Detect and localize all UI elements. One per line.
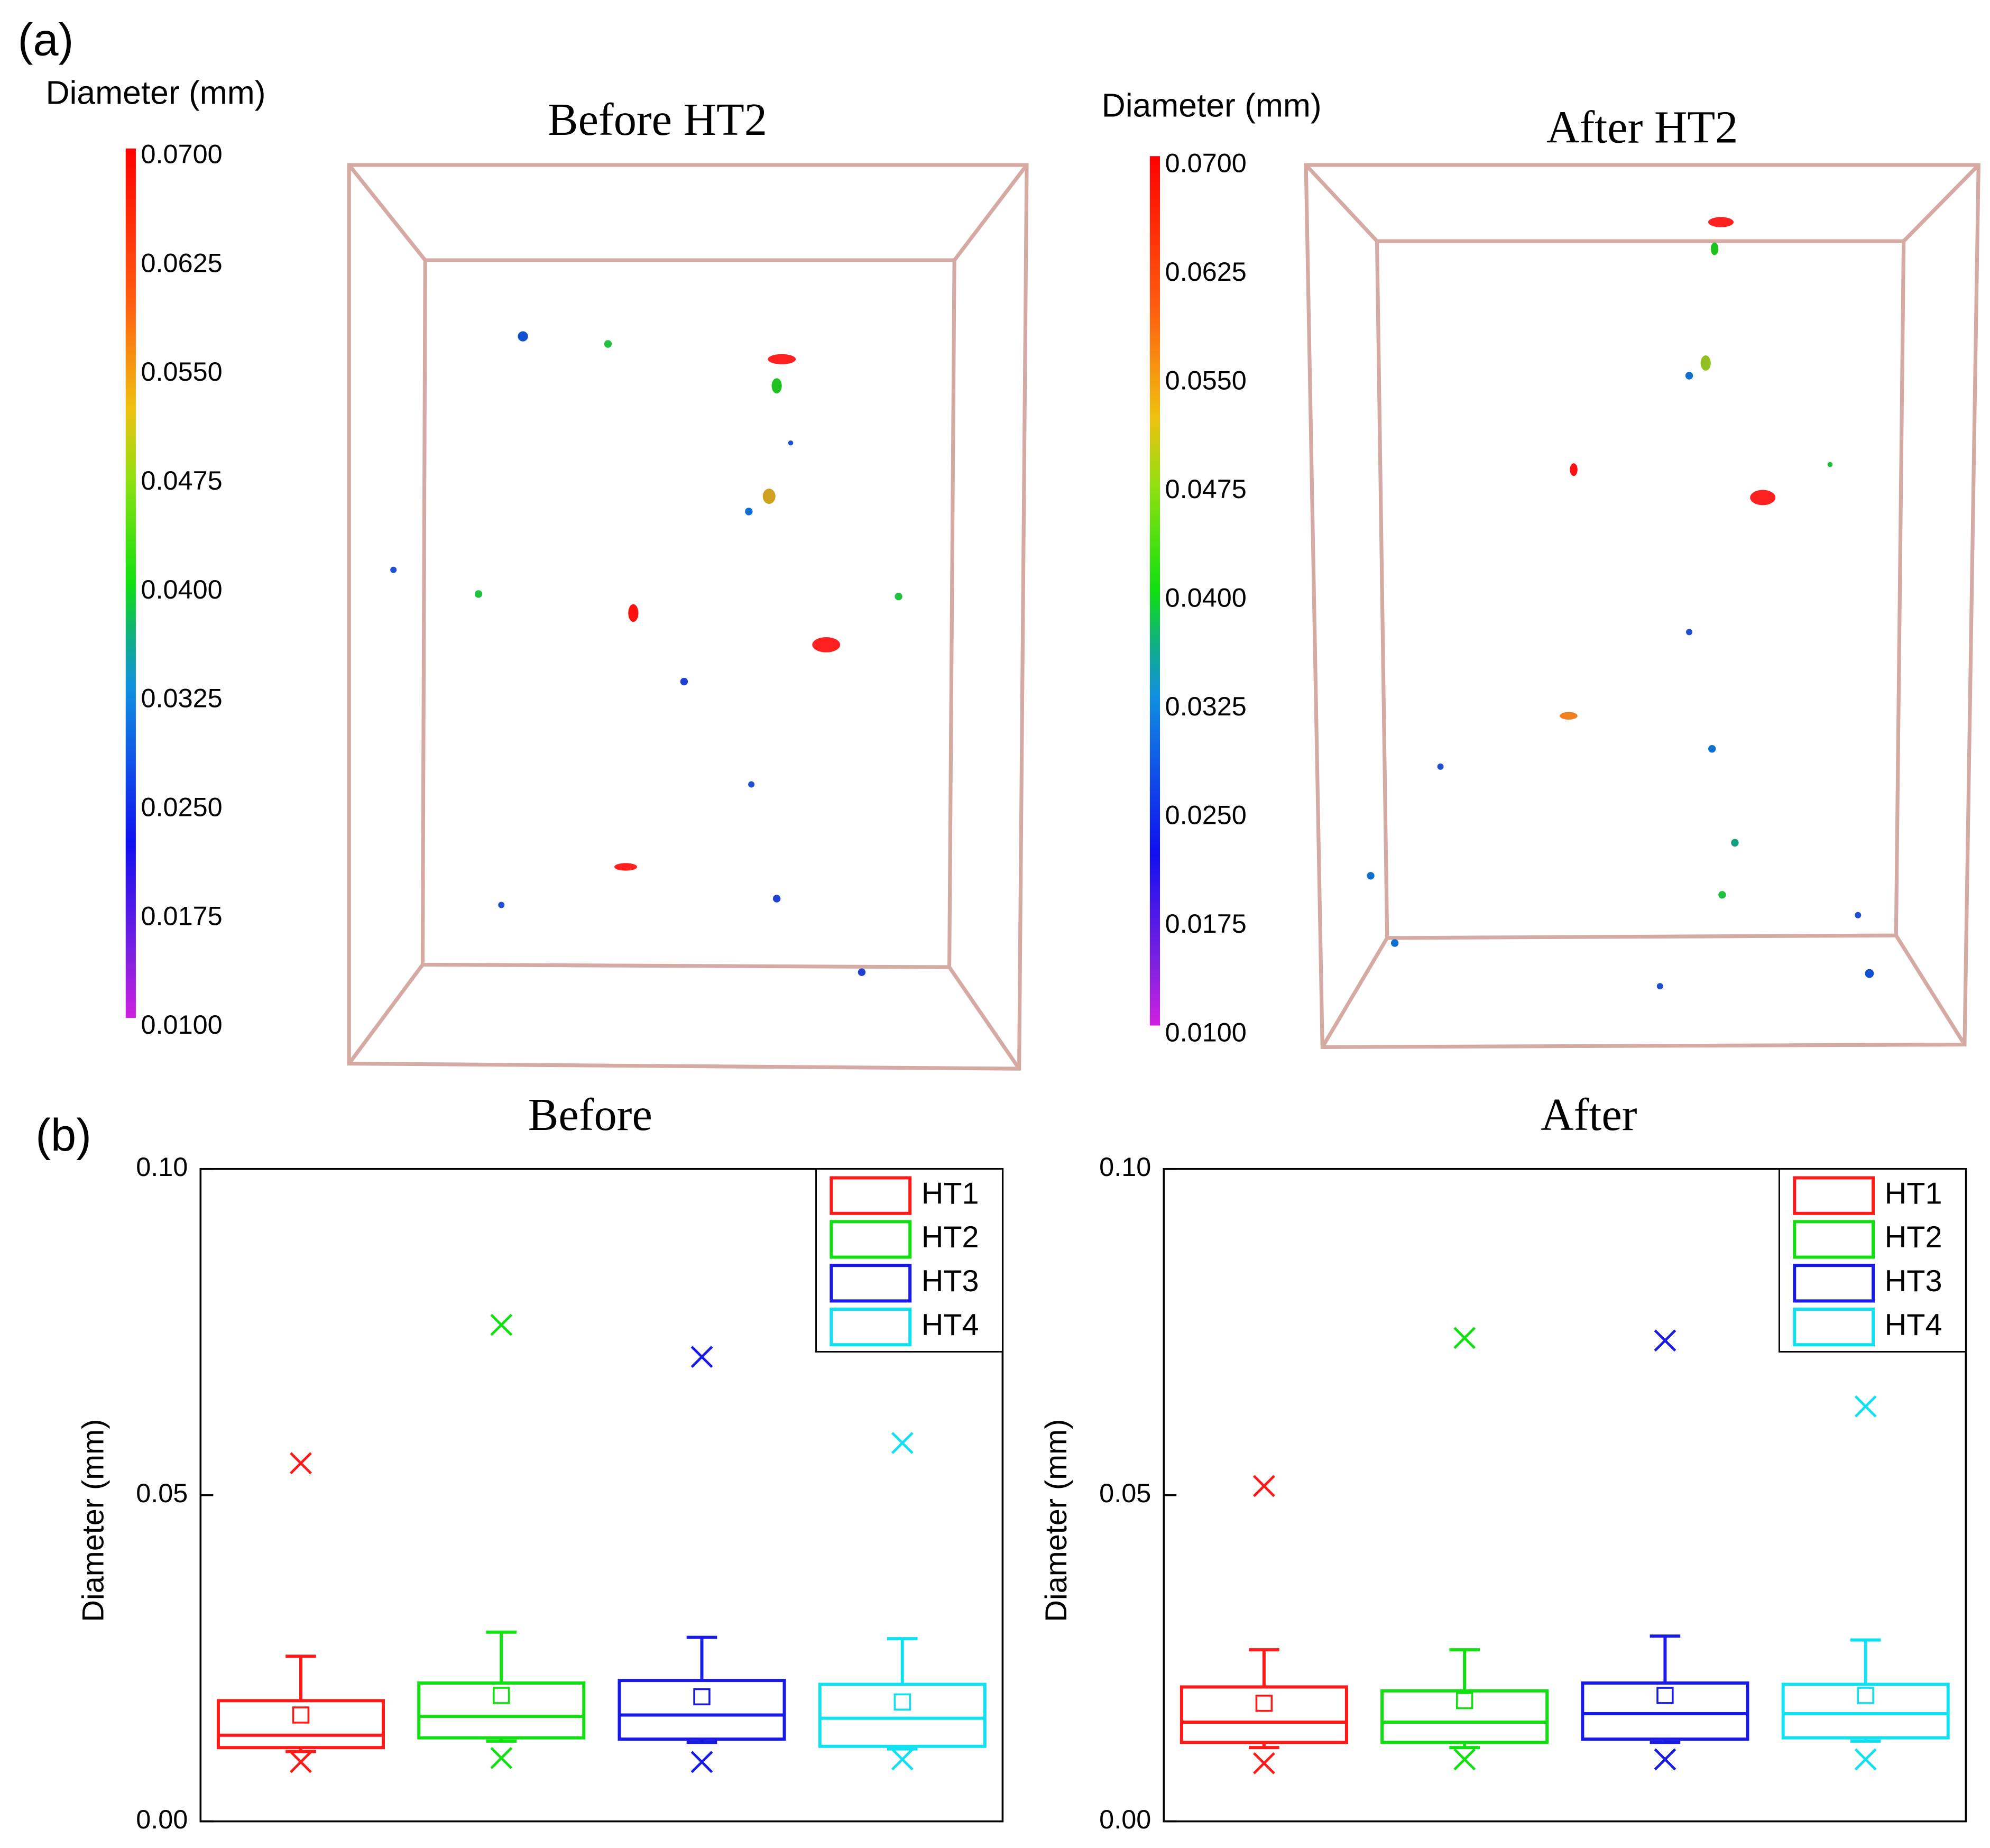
colorbar-tick-label: 0.0325 <box>141 683 223 713</box>
y-tick-label: 0.10 <box>136 1152 188 1182</box>
max-marker <box>1252 1475 1275 1497</box>
colorbar-tick-label: 0.0400 <box>141 574 223 604</box>
colorbar-tick-label: 0.0325 <box>1165 691 1247 721</box>
colorbar-tick-label: 0.0175 <box>1165 908 1247 939</box>
chart-title: After <box>1541 1089 1637 1140</box>
mean <box>1857 1687 1874 1704</box>
y-axis-label: Diameter (mm) <box>76 1419 110 1622</box>
colorbar-tick-label: 0.0175 <box>141 900 223 931</box>
colorbar <box>125 148 136 1018</box>
min-marker <box>690 1751 713 1773</box>
mean <box>693 1688 711 1706</box>
legend-label: HT2 <box>1885 1220 1942 1254</box>
min-marker <box>891 1748 914 1771</box>
y-axis-label: Diameter (mm) <box>1039 1419 1073 1622</box>
min-marker <box>1453 1748 1476 1771</box>
max-marker <box>1854 1395 1877 1418</box>
max-marker <box>690 1346 713 1368</box>
colorbar-tick-label: 0.0475 <box>1165 474 1247 504</box>
mean <box>1455 1692 1473 1709</box>
mean <box>1656 1687 1674 1704</box>
colorbar-label: Diameter (mm) <box>45 75 265 112</box>
legend-label: HT2 <box>922 1220 979 1254</box>
colorbar-tick-label: 0.0475 <box>141 465 223 495</box>
view-title: Before HT2 <box>548 94 767 145</box>
colorbar-tick-label: 0.0100 <box>141 1009 223 1040</box>
panel-label: (b) <box>35 1110 91 1161</box>
legend-label: HT3 <box>1885 1264 1942 1298</box>
legend-swatch <box>830 1220 912 1259</box>
colorbar-tick-label: 0.0625 <box>1165 256 1247 287</box>
volume-frame <box>1304 163 1980 1049</box>
mean <box>1255 1695 1273 1712</box>
colorbar-tick-label: 0.0250 <box>141 792 223 822</box>
legend-swatch <box>830 1308 912 1347</box>
volume-frame <box>347 163 1029 1071</box>
chart-title: Before <box>528 1089 652 1140</box>
y-tick-label: 0.00 <box>136 1804 188 1834</box>
colorbar-tick-label: 0.0400 <box>1165 583 1247 613</box>
min-marker <box>1854 1748 1877 1771</box>
colorbar-tick-label: 0.0550 <box>141 356 223 387</box>
colorbar-tick-label: 0.0550 <box>1165 365 1247 395</box>
legend-swatch <box>1793 1264 1875 1303</box>
min-marker <box>490 1747 513 1769</box>
y-tick-label: 0.05 <box>1099 1478 1151 1508</box>
min-marker <box>1252 1752 1275 1775</box>
max-marker <box>1453 1327 1476 1349</box>
panel-label: (a) <box>18 14 74 65</box>
y-tick-label: 0.00 <box>1099 1804 1151 1834</box>
max-marker <box>490 1313 513 1336</box>
box <box>1581 1681 1749 1741</box>
legend-swatch <box>1793 1220 1875 1259</box>
legend-swatch <box>1793 1308 1875 1347</box>
colorbar-tick-label: 0.0700 <box>141 139 223 169</box>
particles <box>390 331 902 976</box>
box <box>1380 1689 1549 1744</box>
particles <box>1367 217 1874 990</box>
y-tick-label: 0.05 <box>136 1478 188 1508</box>
colorbar <box>1149 156 1160 1026</box>
legend-label: HT4 <box>922 1308 979 1342</box>
colorbar-tick-label: 0.0100 <box>1165 1017 1247 1047</box>
max-marker <box>891 1432 914 1454</box>
box <box>618 1679 786 1741</box>
legend-swatch <box>830 1176 912 1215</box>
view-title: After HT2 <box>1546 102 1738 152</box>
legend-label: HT3 <box>922 1264 979 1298</box>
y-tick-label: 0.10 <box>1099 1152 1151 1182</box>
mean <box>493 1687 510 1704</box>
max-marker <box>1654 1329 1676 1352</box>
box <box>417 1681 586 1740</box>
max-marker <box>290 1452 312 1475</box>
legend-swatch <box>830 1264 912 1303</box>
legend-swatch <box>1793 1176 1875 1215</box>
legend-label: HT1 <box>1885 1176 1942 1210</box>
mean <box>893 1693 911 1711</box>
colorbar-label: Diameter (mm) <box>1102 88 1322 124</box>
mean <box>292 1706 310 1724</box>
box <box>1180 1685 1348 1744</box>
legend-label: HT1 <box>922 1176 979 1210</box>
box <box>818 1682 987 1748</box>
box <box>216 1699 385 1750</box>
min-marker <box>290 1751 312 1773</box>
legend-label: HT4 <box>1885 1308 1942 1342</box>
colorbar-tick-label: 0.0700 <box>1165 148 1247 178</box>
colorbar-tick-label: 0.0625 <box>141 247 223 278</box>
colorbar-tick-label: 0.0250 <box>1165 800 1247 830</box>
box <box>1781 1682 1950 1740</box>
min-marker <box>1654 1748 1676 1771</box>
